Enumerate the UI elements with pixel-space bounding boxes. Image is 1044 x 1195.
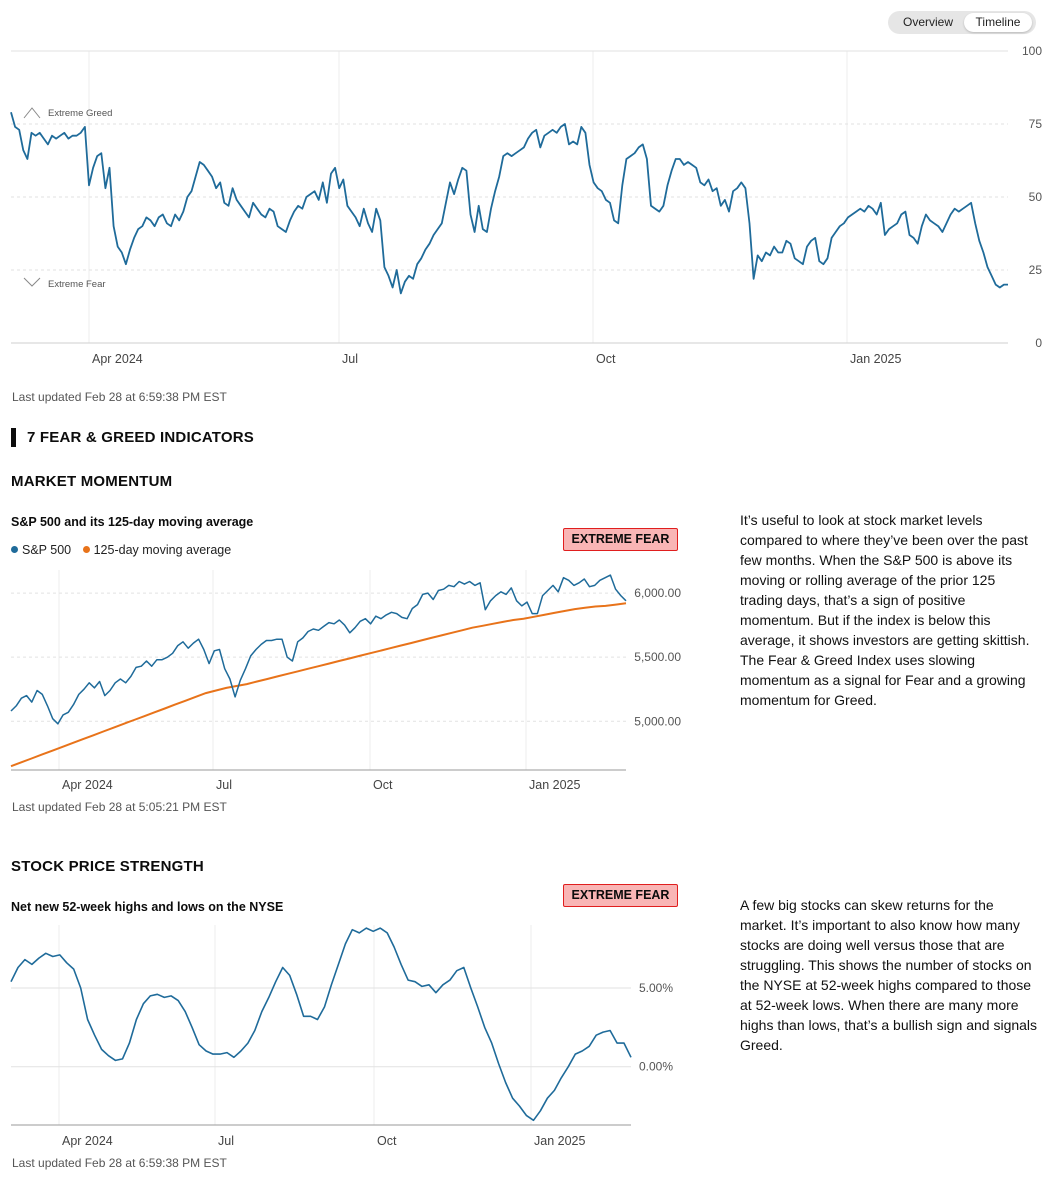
chevron-up-icon	[23, 107, 41, 119]
x-tick-label: Jul	[218, 1134, 234, 1148]
y-tick-label: 0.00%	[639, 1060, 673, 1074]
x-tick-label: Oct	[373, 778, 393, 792]
y-tick-label: 100	[1022, 44, 1042, 58]
strength-status-badge: EXTREME FEAR	[563, 884, 678, 907]
strength-chart: 5.00% 0.00% Apr 2024 Jul Oct Jan 2025	[10, 925, 673, 1148]
extreme-greed-label: Extreme Greed	[23, 107, 112, 119]
chevron-down-icon	[23, 277, 41, 287]
strength-title: STOCK PRICE STRENGTH	[11, 858, 204, 875]
momentum-chart: 6,000.00 5,500.00 5,000.00 Apr 2024 Jul Oct J…	[10, 570, 681, 792]
x-tick-label: Oct	[596, 352, 616, 366]
x-tick-label: Oct	[377, 1134, 397, 1148]
momentum-status-badge: EXTREME FEAR	[563, 528, 678, 551]
sp500-legend-dot	[11, 546, 18, 553]
section-marker	[11, 428, 16, 447]
y-tick-label: 50	[1029, 190, 1043, 204]
extreme-fear-label: Extreme Fear	[23, 277, 106, 290]
momentum-subtitle: S&P 500 and its 125-day moving average	[11, 515, 254, 529]
y-tick-label: 0	[1035, 336, 1042, 350]
x-tick-label: Apr 2024	[62, 1134, 113, 1148]
timeline-tab[interactable]: Timeline	[964, 13, 1032, 32]
x-tick-label: Apr 2024	[92, 352, 143, 366]
strength-description: A few big stocks can skew returns for th…	[740, 897, 1038, 1053]
fear-greed-timeline-chart: Extreme Greed Extreme Fear 100 75 50 25 0 Ap…	[10, 44, 1043, 366]
main-updated: Last updated Feb 28 at 6:59:38 PM EST	[12, 390, 227, 404]
ma-legend-dot	[82, 546, 90, 553]
momentum-legend: S&P 500 125-day moving average	[11, 543, 231, 557]
view-toggle: Overview Timeline	[888, 11, 1036, 34]
momentum-title: MARKET MOMENTUM	[11, 473, 173, 490]
moving-average-line	[10, 602, 627, 768]
y-tick-label: 25	[1029, 263, 1043, 277]
ma-legend-label: 125-day moving average	[93, 543, 232, 557]
strength-subtitle: Net new 52-week highs and lows on the NY…	[11, 900, 284, 914]
momentum-description: It’s useful to look at stock market leve…	[740, 512, 1030, 708]
momentum-updated: Last updated Feb 28 at 5:05:21 PM EST	[12, 800, 227, 814]
sp500-line	[10, 574, 627, 725]
sp500-legend-label: S&P 500	[22, 543, 72, 557]
y-tick-label: 5,000.00	[634, 714, 681, 728]
svg-text:Extreme Fear: Extreme Fear	[48, 279, 106, 290]
net-highs-lows-line	[10, 927, 632, 1122]
overview-tab[interactable]: Overview	[902, 15, 953, 29]
x-tick-label: Jan 2025	[529, 778, 580, 792]
x-tick-label: Jul	[216, 778, 232, 792]
x-tick-label: Apr 2024	[62, 778, 113, 792]
y-tick-label: 5.00%	[639, 981, 673, 995]
indicators-heading: 7 FEAR & GREED INDICATORS	[27, 429, 254, 446]
x-tick-label: Jul	[342, 352, 358, 366]
y-tick-label: 5,500.00	[634, 650, 681, 664]
y-tick-label: 75	[1029, 117, 1043, 131]
svg-text:Extreme Greed: Extreme Greed	[48, 108, 112, 119]
y-tick-label: 6,000.00	[634, 586, 681, 600]
fear-greed-line	[10, 112, 1008, 295]
x-tick-label: Jan 2025	[850, 352, 901, 366]
strength-updated: Last updated Feb 28 at 6:59:38 PM EST	[12, 1156, 227, 1170]
x-tick-label: Jan 2025	[534, 1134, 585, 1148]
